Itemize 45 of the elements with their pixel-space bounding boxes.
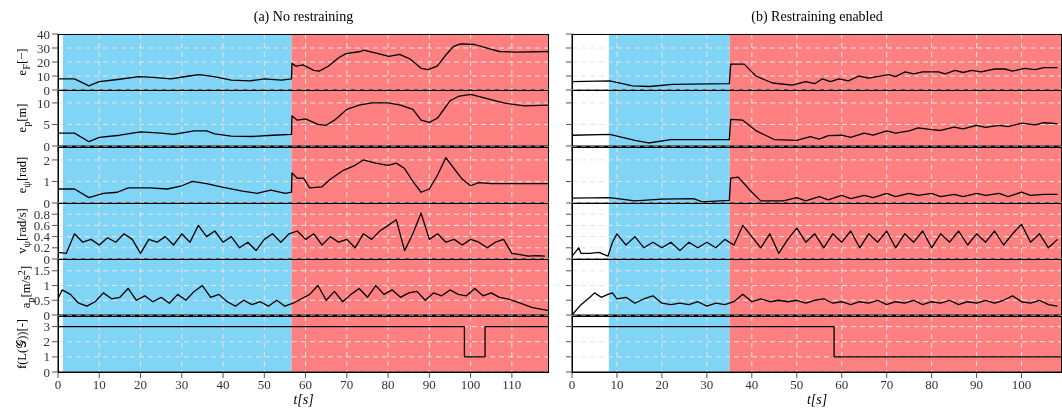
y-tick-label: 0 (43, 307, 50, 323)
y-tick-label: 1 (43, 278, 50, 294)
y-tick-label: 0 (43, 138, 50, 154)
x-tick-label: 90 (422, 376, 436, 392)
y-tick-label: 10 (37, 95, 50, 111)
y-tick-label: 0 (43, 364, 50, 380)
y-tick-label: 2 (43, 152, 50, 168)
y-tick-label: 0 (43, 82, 50, 98)
y-tick-label: 5 (43, 117, 50, 133)
x-tick-label: 20 (655, 376, 669, 392)
x-tick-label: 0 (54, 376, 62, 392)
chart-title: (a) No restraining (252, 9, 355, 25)
x-tick-label: 90 (970, 376, 984, 392)
y-tick-label: 20 (37, 54, 50, 70)
y-tick-label: 1 (43, 348, 50, 364)
x-tick-label: 50 (257, 376, 271, 392)
x-tick-label: 110 (502, 376, 522, 392)
x-tick-label: 0 (568, 376, 576, 392)
x-tick-label: 80 (925, 376, 939, 392)
x-axis-title: t[s] (292, 391, 315, 408)
x-tick-label: 10 (610, 376, 624, 392)
y-axis-title: f(L(𝒢))[-] (15, 318, 29, 369)
y-tick-label: 2 (43, 333, 50, 349)
x-tick-label: 100 (460, 376, 481, 392)
x-tick-label: 60 (835, 376, 849, 392)
x-tick-label: 70 (340, 376, 354, 392)
x-tick-label: 40 (745, 376, 759, 392)
x-tick-label: 20 (134, 376, 148, 392)
x-tick-label: 60 (299, 376, 313, 392)
x-tick-label: 30 (700, 376, 714, 392)
chart-title: (b) Restraining enabled (750, 9, 884, 25)
x-tick-label: 10 (92, 376, 106, 392)
y-tick-label: 30 (37, 40, 50, 56)
x-tick-label: 50 (790, 376, 804, 392)
x-tick-label: 100 (1011, 376, 1032, 392)
x-tick-label: 70 (880, 376, 894, 392)
x-tick-label: 80 (381, 376, 395, 392)
x-tick-label: 40 (216, 376, 230, 392)
y-tick-label: 0.5 (33, 293, 50, 309)
y-tick-label: 10 (37, 68, 50, 84)
y-tick-label: 40 (37, 26, 50, 42)
y-tick-label: 1 (43, 173, 50, 189)
x-axis-title: t[s] (805, 391, 829, 408)
x-tick-label: 30 (175, 376, 189, 392)
y-tick-label: 0 (43, 195, 50, 211)
